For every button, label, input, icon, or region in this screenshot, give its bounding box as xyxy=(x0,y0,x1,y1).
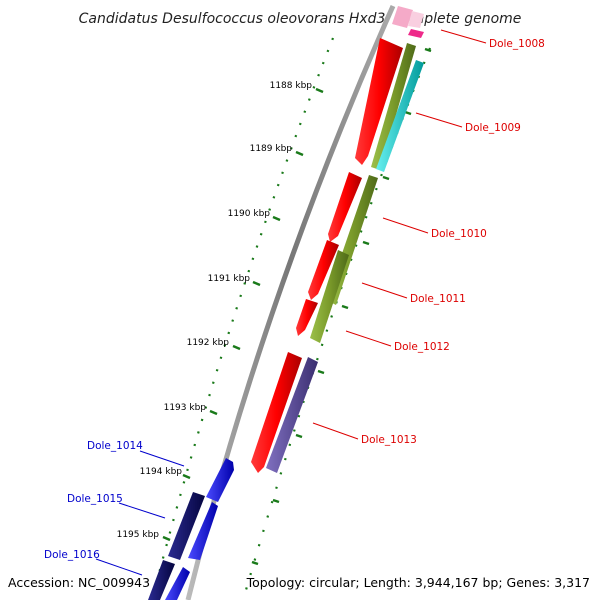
gene-label-dole-1010[interactable]: Dole_1010 xyxy=(431,228,487,240)
tick-label-1192: 1192 kbp xyxy=(187,338,230,348)
cds-arrow-dole-1015 xyxy=(188,502,218,560)
gene-bar-dole-1015 xyxy=(168,492,205,560)
gene-label-dole-1014[interactable]: Dole_1014 xyxy=(87,440,143,452)
tick-label-1194: 1194 kbp xyxy=(140,467,183,477)
gene-label-dole-1011[interactable]: Dole_1011 xyxy=(410,293,466,305)
gene-bar-dole-1012 xyxy=(310,250,349,343)
tick-label-1190: 1190 kbp xyxy=(228,209,271,219)
top-features xyxy=(392,6,424,38)
forward-cds-features xyxy=(251,38,403,473)
gene-bars xyxy=(266,43,424,473)
feature-light-pink xyxy=(408,11,424,28)
map-title: Candidatus Desulfococcus oleovorans Hxd3… xyxy=(79,11,522,27)
reverse-gene-labels xyxy=(95,450,185,576)
cds-arrow-dole-1012 xyxy=(296,299,318,336)
reverse-cds-features xyxy=(148,458,234,600)
gene-label-dole-1009[interactable]: Dole_1009 xyxy=(465,122,521,134)
genome-backbone xyxy=(185,4,396,600)
cds-arrow-dole-1009 xyxy=(355,38,403,165)
tick-track xyxy=(150,37,335,600)
cds-arrow-dole-1013 xyxy=(251,352,302,473)
major-ticks xyxy=(162,47,432,566)
gene-label-dole-1012[interactable]: Dole_1012 xyxy=(394,341,450,353)
feature-pink xyxy=(392,6,413,28)
gene-bar-dole-1013 xyxy=(266,357,318,473)
tick-label-1188: 1188 kbp xyxy=(270,81,313,91)
tick-label-1195: 1195 kbp xyxy=(117,530,160,540)
gene-bar-dole-1009 xyxy=(371,43,416,170)
tick-label-1193: 1193 kbp xyxy=(164,403,207,413)
cds-arrow-dole-1011 xyxy=(308,240,339,300)
cds-arrow-dole-1010 xyxy=(328,172,362,242)
gene-label-dole-1008[interactable]: Dole_1008 xyxy=(489,38,545,50)
tick-label-1189: 1189 kbp xyxy=(250,144,293,154)
forward-gene-labels xyxy=(312,29,487,440)
tick-label-1191: 1191 kbp xyxy=(208,274,251,284)
summary-text: Topology: circular; Length: 3,944,167 bp… xyxy=(246,575,590,590)
accession-text: Accession: NC_009943 xyxy=(8,575,150,590)
feature-magenta xyxy=(408,29,424,38)
cds-arrow-dole-1016 xyxy=(165,567,190,600)
gene-bar-dole-1009-cyan xyxy=(376,60,424,172)
cds-arrow-dole-1014 xyxy=(206,458,234,502)
gene-label-dole-1013[interactable]: Dole_1013 xyxy=(361,434,417,446)
gene-label-dole-1016[interactable]: Dole_1016 xyxy=(44,549,100,561)
gene-label-dole-1015[interactable]: Dole_1015 xyxy=(67,493,123,505)
gene-bar-dole-1016 xyxy=(148,560,175,600)
